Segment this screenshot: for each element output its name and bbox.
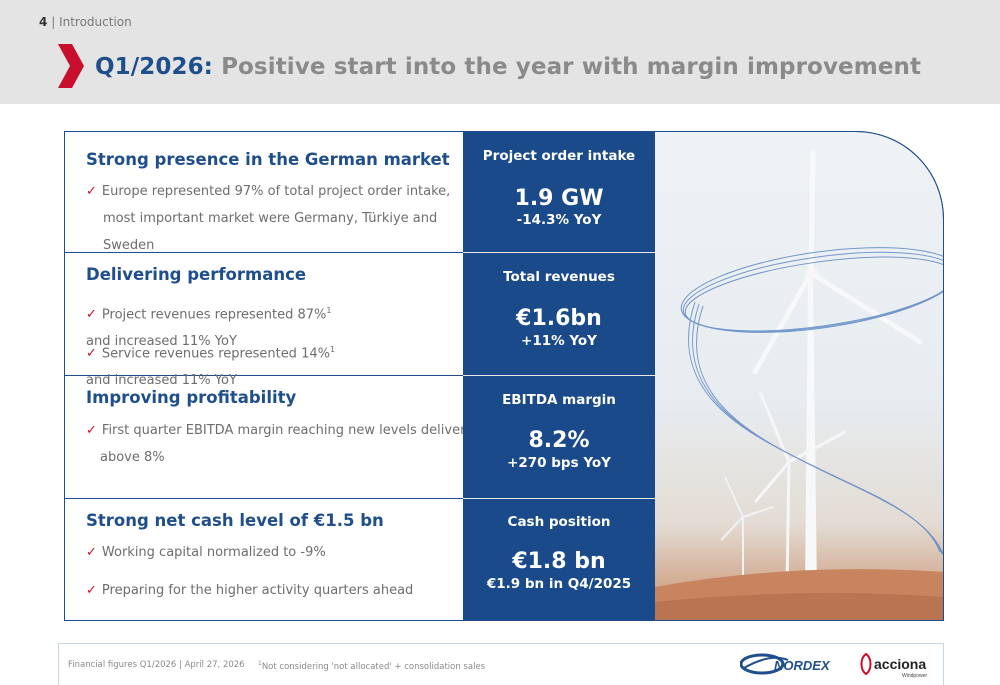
breadcrumb: 4 | Introduction xyxy=(39,15,132,29)
kpi-label: Cash position xyxy=(507,514,611,530)
row-heading: Strong presence in the German market xyxy=(86,150,450,169)
row-heading: Delivering performance xyxy=(86,265,307,284)
footer-divider xyxy=(58,643,944,644)
checkmark-icon: ✓ xyxy=(86,307,97,323)
kpi-card-ebitda: EBITDA margin 8.2% +270 bps YoY xyxy=(463,376,655,499)
kpi-card-cash: Cash position €1.8 bn €1.9 bn in Q4/2025 xyxy=(463,499,655,621)
kpi-label: EBITDA margin xyxy=(502,392,616,408)
kpi-value: €1.8 bn xyxy=(512,549,606,574)
bullet-item: ✓ First quarter EBITDA margin reaching ne… xyxy=(86,423,486,465)
summary-panel: Strong presence in the German market ✓ Eu… xyxy=(64,131,944,621)
title-text: Positive start into the year with margin… xyxy=(221,54,922,80)
checkmark-icon: ✓ xyxy=(86,583,97,598)
svg-text:acciona: acciona xyxy=(874,656,926,672)
checkmark-icon: ✓ xyxy=(86,423,97,438)
page-number: 4 xyxy=(39,15,48,29)
kpi-value: €1.6bn xyxy=(516,306,602,331)
highlight-row-performance: Delivering performance ✓ Project revenues… xyxy=(64,253,463,388)
highlight-row-market: Strong presence in the German market ✓ Eu… xyxy=(64,131,463,253)
nordex-logo: NORDEX xyxy=(740,653,831,675)
kpi-card-order-intake: Project order intake 1.9 GW -14.3% YoY xyxy=(463,131,655,253)
highlight-row-cash: Strong net cash level of €1.5 bn ✓ Workin… xyxy=(64,499,463,621)
wind-turbine-photo xyxy=(655,131,944,621)
kpi-change: +270 bps YoY xyxy=(507,455,611,471)
kpi-card-revenues: Total revenues €1.6bn +11% YoY xyxy=(463,253,655,376)
footer xyxy=(58,643,944,685)
bullet-item: ✓ Europe represented 97% of total project… xyxy=(86,184,451,253)
kpi-value: 1.9 GW xyxy=(514,186,604,211)
chevron-right-icon xyxy=(58,44,84,88)
acciona-logo: acciona Windpower xyxy=(860,652,927,679)
bullet-item: ✓ Service revenues represented 14%1 and i… xyxy=(86,345,336,389)
footer-date: Financial figures Q1/2026 | April 27, 20… xyxy=(68,660,245,670)
bullet-item: ✓ Project revenues represented 87%1 and i… xyxy=(86,306,332,350)
footnote: 1Not considering 'not allocated' + conso… xyxy=(258,660,486,672)
header-band xyxy=(0,0,1000,104)
svg-text:NORDEX: NORDEX xyxy=(774,658,831,673)
checkmark-icon: ✓ xyxy=(86,346,97,362)
row-heading: Improving profitability xyxy=(86,388,297,407)
highlight-row-profitability: Improving profitability ✓ First quarter E… xyxy=(64,376,486,499)
svg-text:Windpower: Windpower xyxy=(902,673,927,679)
bullet-item: ✓ Preparing for the higher activity quart… xyxy=(86,583,414,598)
checkmark-icon: ✓ xyxy=(86,184,97,199)
kpi-change: -14.3% YoY xyxy=(516,212,602,228)
title-prefix: Q1/2026: xyxy=(95,54,213,80)
kpi-label: Project order intake xyxy=(482,148,636,164)
section-name: Introduction xyxy=(59,15,132,29)
checkmark-icon: ✓ xyxy=(86,545,97,560)
bullet-item: ✓ Working capital normalized to -9% xyxy=(86,545,326,560)
kpi-label: Total revenues xyxy=(503,269,615,285)
kpi-change: +11% YoY xyxy=(521,333,597,349)
page-title: Q1/2026: Positive start into the year wi… xyxy=(95,54,921,80)
kpi-change: €1.9 bn in Q4/2025 xyxy=(486,576,632,592)
breadcrumb-separator: | xyxy=(51,15,56,29)
wind-turbine-illustration xyxy=(655,149,943,621)
kpi-value: 8.2% xyxy=(528,428,590,453)
row-heading: Strong net cash level of €1.5 bn xyxy=(86,511,384,530)
